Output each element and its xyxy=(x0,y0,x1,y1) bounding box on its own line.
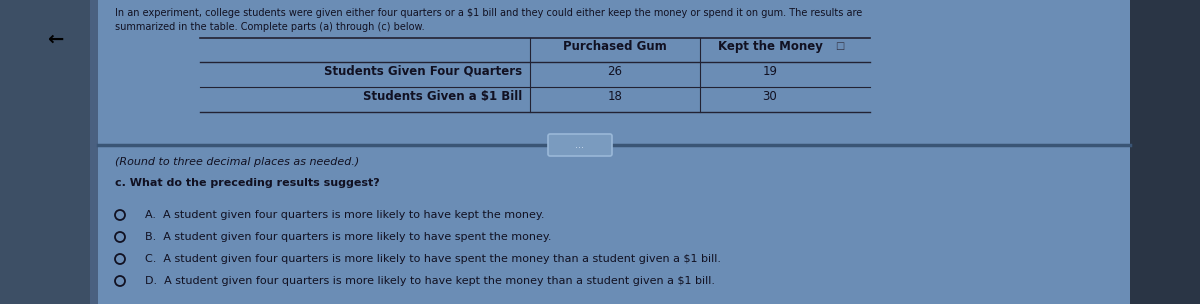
Text: c. What do the preceding results suggest?: c. What do the preceding results suggest… xyxy=(115,178,379,188)
Text: (Round to three decimal places as needed.): (Round to three decimal places as needed… xyxy=(115,157,359,167)
Text: Purchased Gum: Purchased Gum xyxy=(563,40,667,53)
Text: 18: 18 xyxy=(607,90,623,103)
Text: Kept the Money: Kept the Money xyxy=(718,40,822,53)
FancyBboxPatch shape xyxy=(548,134,612,156)
Text: 19: 19 xyxy=(762,65,778,78)
Text: □: □ xyxy=(835,41,845,51)
Text: D.  A student given four quarters is more likely to have kept the money than a s: D. A student given four quarters is more… xyxy=(145,276,715,286)
Text: A.  A student given four quarters is more likely to have kept the money.: A. A student given four quarters is more… xyxy=(145,210,545,220)
Text: B.  A student given four quarters is more likely to have spent the money.: B. A student given four quarters is more… xyxy=(145,232,552,242)
Bar xyxy=(90,0,98,304)
Text: 30: 30 xyxy=(763,90,778,103)
Bar xyxy=(0,0,95,304)
Text: C.  A student given four quarters is more likely to have spent the money than a : C. A student given four quarters is more… xyxy=(145,254,721,264)
Bar xyxy=(98,0,1130,304)
Text: In an experiment, college students were given either four quarters or a $1 bill : In an experiment, college students were … xyxy=(115,8,863,18)
Text: summarized in the table. Complete parts (a) through (c) below.: summarized in the table. Complete parts … xyxy=(115,22,425,32)
Text: ...: ... xyxy=(576,140,584,150)
Text: 26: 26 xyxy=(607,65,623,78)
Text: ←: ← xyxy=(47,30,64,49)
Bar xyxy=(1130,0,1200,304)
Text: Students Given a $1 Bill: Students Given a $1 Bill xyxy=(362,90,522,103)
Text: Students Given Four Quarters: Students Given Four Quarters xyxy=(324,65,522,78)
